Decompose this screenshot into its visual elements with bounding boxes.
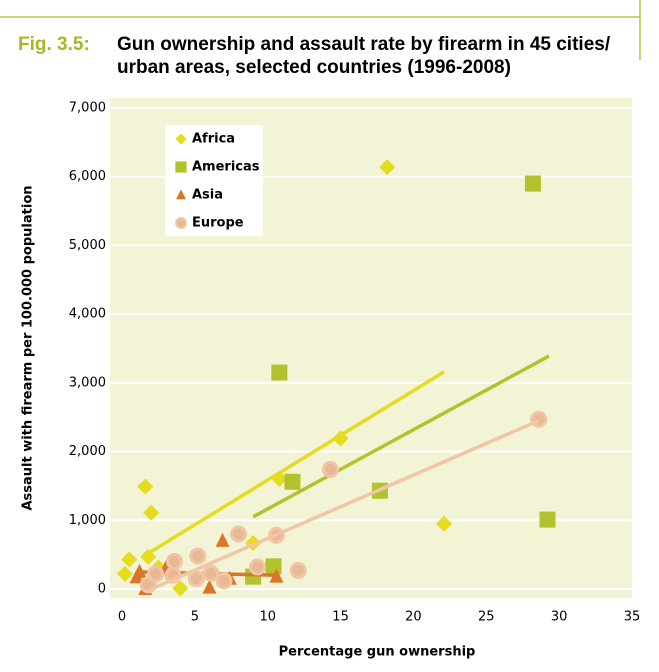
point [172,580,189,597]
y-tick-label: 4,000 [69,307,106,322]
legend-marker [176,189,186,200]
point [230,525,248,543]
trend-line [252,354,550,519]
point [121,551,138,568]
point [187,570,205,588]
point [215,532,230,547]
trend-line [147,419,540,592]
legend-label: Africa [192,132,235,147]
y-tick-label: 2,000 [69,444,106,459]
x-tick-label: 25 [478,610,495,625]
point [189,547,207,565]
x-tick-label: 35 [624,610,641,625]
point [165,553,183,571]
point [215,572,233,590]
x-tick-label: 10 [259,610,276,625]
x-tick-label: 20 [405,610,422,625]
y-tick-label: 0 [98,582,106,597]
chart-title: urban areas, selected countries (1996-20… [117,57,511,78]
point [202,579,217,594]
point [265,558,282,575]
y-tick-label: 5,000 [69,238,106,253]
x-tick-label: 30 [551,610,568,625]
legend-marker [175,217,187,229]
point [202,564,220,582]
y-tick-label: 6,000 [69,169,106,184]
legend-marker [175,161,187,173]
y-tick-label: 3,000 [69,375,106,390]
legend-marker [175,133,187,145]
point [289,561,307,579]
point [436,515,453,532]
chart-title: Gun ownership and assault rate by firear… [117,34,611,55]
point [147,565,165,583]
point [143,504,160,521]
x-tick-label: 15 [332,610,349,625]
x-tick-label: 5 [191,610,199,625]
point [137,478,154,495]
legend-label: Americas [192,160,260,175]
x-tick-label: 0 [118,610,126,625]
y-tick-label: 1,000 [69,513,106,528]
point [379,159,396,176]
point [539,511,556,528]
point [271,364,288,381]
point [116,565,133,582]
x-axis-label: Percentage gun ownership [279,645,476,660]
point [284,473,301,490]
legend-label: Asia [192,188,223,203]
y-axis-label: Assault with firearm per 100.000 populat… [21,185,36,510]
legend-label: Europe [192,216,244,231]
point [524,175,541,192]
point [321,460,339,478]
y-tick-label: 7,000 [69,101,106,116]
point [249,558,267,576]
trend-line [142,370,445,558]
figure-label: Fig. 3.5: [18,34,90,55]
